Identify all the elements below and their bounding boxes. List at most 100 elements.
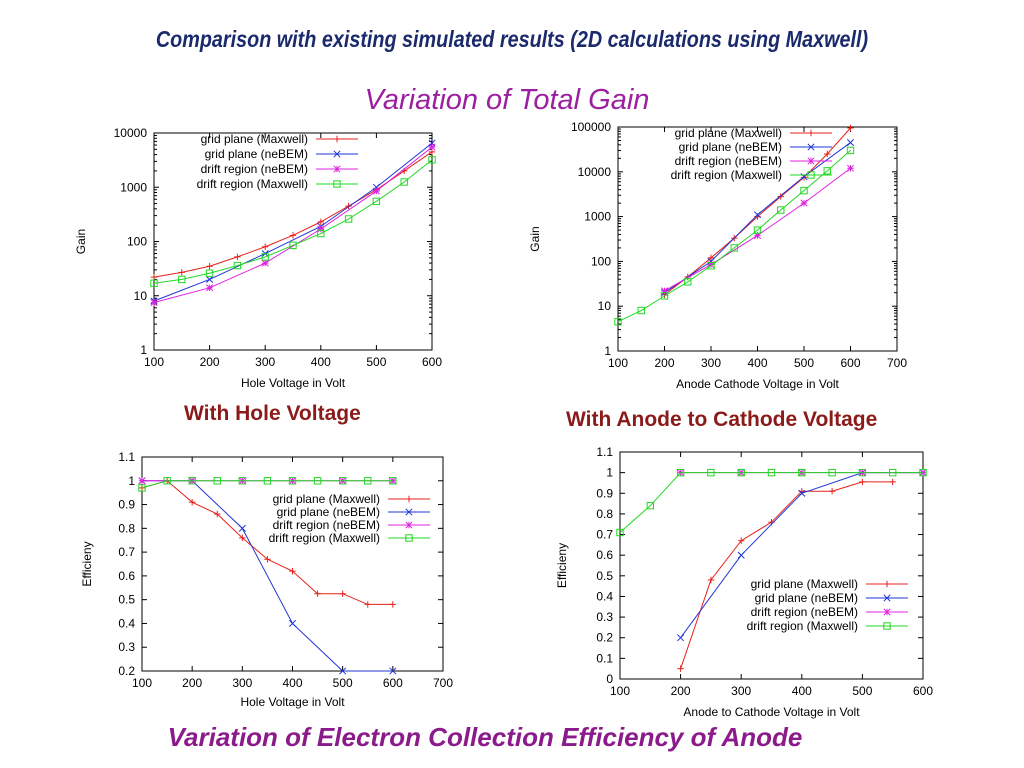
data-point xyxy=(150,279,158,287)
slide-title: Comparison with existing simulated resul… xyxy=(155,26,869,52)
data-point xyxy=(317,218,324,226)
legend-label: drift region (neBEM) xyxy=(675,154,782,168)
data-point xyxy=(178,275,186,284)
legend-swatch xyxy=(316,180,358,188)
data-point xyxy=(889,478,896,486)
chart-gain-anode-cathode: 100 200 300 400 500 600 700 1 10 100 1000 10000 1000… xyxy=(528,120,907,391)
data-point xyxy=(800,186,808,195)
y-tick-label: 0.5 xyxy=(596,569,613,583)
data-point xyxy=(364,601,371,608)
data-point xyxy=(389,477,397,485)
data-point xyxy=(798,489,806,497)
y-tick-label: 100 xyxy=(591,254,611,268)
y-tick-label: 0.9 xyxy=(596,486,613,500)
legend-marker xyxy=(333,150,341,158)
data-point xyxy=(238,524,246,532)
data-point xyxy=(289,232,297,239)
legend-label: drift region (neBEM) xyxy=(201,162,308,176)
legend-swatch xyxy=(316,165,358,173)
data-point xyxy=(206,263,213,270)
data-point xyxy=(614,318,622,326)
legend-swatch xyxy=(388,495,430,503)
x-axis-label: Anode Cathode Voltage in Volt xyxy=(676,377,839,391)
data-point xyxy=(767,468,776,477)
series-line xyxy=(153,142,433,302)
legend-marker xyxy=(333,135,341,143)
legend-marker xyxy=(883,608,891,616)
data-point xyxy=(753,231,762,239)
y-tick-label: 0 xyxy=(606,672,613,686)
y-tick-label: 100 xyxy=(127,235,147,249)
data-point xyxy=(846,138,855,147)
data-point xyxy=(677,634,685,642)
y-tick-label: 1 xyxy=(606,466,613,480)
label-hole-voltage: With Hole Voltage xyxy=(184,402,361,425)
data-point xyxy=(289,567,296,575)
y-tick-label: 10 xyxy=(598,299,612,313)
x-tick-label: 400 xyxy=(792,684,812,698)
legend-label: grid plane (neBEM) xyxy=(755,591,858,605)
legend-swatch xyxy=(790,157,832,165)
legend-label: grid plane (Maxwell) xyxy=(201,132,308,146)
data-point xyxy=(205,269,214,277)
data-point xyxy=(163,477,171,485)
y-tick-label: 0.7 xyxy=(118,545,135,559)
data-point xyxy=(677,665,684,672)
data-point xyxy=(261,253,269,261)
legend-marker xyxy=(807,171,815,179)
series-drift-region-maxwell- xyxy=(614,146,855,326)
legend-marker xyxy=(405,521,413,529)
x-tick-label: 200 xyxy=(654,356,674,370)
data-point xyxy=(646,501,654,510)
y-tick-label: 1.1 xyxy=(118,450,135,464)
data-point xyxy=(846,164,855,172)
x-tick-label: 500 xyxy=(852,684,872,698)
legend-label: drift region (Maxwell) xyxy=(269,531,380,545)
legend-swatch xyxy=(866,580,908,588)
legend-marker xyxy=(333,180,341,188)
data-point xyxy=(823,167,831,175)
data-point xyxy=(138,484,146,492)
legend-swatch xyxy=(790,171,832,179)
data-point xyxy=(234,253,241,261)
y-tick-label: 1 xyxy=(128,474,135,488)
y-tick-label: 0.2 xyxy=(596,631,613,645)
legend-marker xyxy=(807,129,815,137)
chart-gain-hole-voltage: 100 200 300 400 500 600 1 10 100 1000 10000 Hole Vo… xyxy=(74,126,442,390)
data-point xyxy=(847,124,854,132)
y-tick-label: 0.3 xyxy=(596,610,613,624)
data-point xyxy=(261,259,269,267)
x-tick-label: 600 xyxy=(383,676,403,690)
data-point xyxy=(188,477,196,485)
x-tick-label: 700 xyxy=(433,676,453,690)
legend-marker xyxy=(405,495,413,503)
series-drift-region-nebem- xyxy=(150,143,436,307)
x-tick-label: 400 xyxy=(282,676,302,690)
data-point xyxy=(737,468,745,477)
data-point xyxy=(889,468,897,477)
legend-label: drift region (neBEM) xyxy=(273,518,380,532)
x-tick-label: 400 xyxy=(311,355,331,369)
y-tick-label: 0.9 xyxy=(118,498,135,512)
data-point xyxy=(428,143,436,151)
plot-frame xyxy=(141,456,444,672)
y-tick-label: 0.7 xyxy=(596,528,613,542)
legend-label: drift region (Maxwell) xyxy=(747,619,858,633)
legend-marker xyxy=(405,508,413,516)
y-tick-label: 10000 xyxy=(114,126,148,140)
series-drift-region-maxwell- xyxy=(138,477,397,492)
data-point xyxy=(858,468,867,477)
data-point xyxy=(919,468,927,477)
y-tick-label: 0.2 xyxy=(118,664,135,678)
y-tick-label: 1.1 xyxy=(596,445,613,459)
data-point xyxy=(707,261,715,269)
series-line xyxy=(619,472,923,533)
x-tick-label: 300 xyxy=(701,356,721,370)
x-tick-label: 500 xyxy=(333,676,353,690)
series-grid-plane-maxwell- xyxy=(677,478,896,672)
x-tick-label: 700 xyxy=(887,356,907,370)
data-point xyxy=(828,488,836,495)
data-point xyxy=(753,226,762,234)
legend-marker xyxy=(883,580,891,588)
data-point xyxy=(150,273,158,281)
